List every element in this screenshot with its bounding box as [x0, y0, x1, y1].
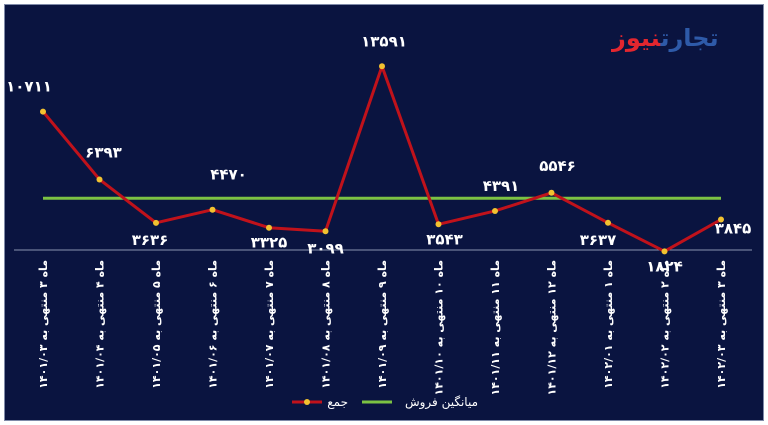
legend-label-average: میانگین فروش	[405, 395, 478, 410]
total-line	[41, 64, 722, 253]
logo-part-2: نیوز	[612, 24, 661, 52]
data-point-8	[435, 221, 442, 228]
total-series	[40, 63, 724, 255]
x-tick-label-11: ماه ۱ منتهی به ۱۴۰۲/۰۱	[602, 260, 615, 389]
data-label-7: ۱۳۵۹۱	[361, 32, 407, 50]
data-point-6	[322, 228, 329, 235]
data-point-13	[718, 216, 724, 223]
x-tick-label-13: ماه ۳ منتهی به ۱۴۰۲/۰۳	[715, 260, 728, 389]
data-point-1	[40, 108, 46, 115]
x-tick-label-6: ماه ۸ منتهی به ۱۴۰۱/۰۸	[320, 260, 333, 389]
data-label-11: ۳۶۳۷	[580, 231, 617, 249]
data-point-5	[266, 224, 272, 231]
data-point-7	[379, 63, 385, 70]
data-label-12: ۱۸۲۴	[646, 257, 683, 275]
data-label-13: ۳۸۴۵	[715, 220, 752, 238]
data-point-12	[661, 248, 668, 255]
legend-label-total: جمع	[327, 395, 348, 409]
data-label-8: ۳۵۴۳	[426, 230, 463, 248]
logo-part-1: تجارت	[660, 24, 719, 52]
data-point-10	[548, 189, 555, 196]
data-label-1: ۱۰۷۱۱	[6, 78, 52, 96]
brand-logo: تجارتنیوز	[612, 24, 719, 52]
data-labels: ۱۰۷۱۱ ۶۳۹۳ ۳۶۳۶ ۴۴۷۰ ۳۳۲۵ ۳۰۹۹ ۱۳۵۹۱ ۳۵۴۳ ۴۳۹۱ ۵۵…	[6, 32, 751, 275]
data-label-2: ۶۳۹۳	[85, 143, 122, 161]
data-label-3: ۳۶۳۶	[132, 231, 169, 249]
x-tick-label-2: ماه ۴ منتهی به ۱۴۰۱/۰۴	[94, 260, 107, 389]
data-point-11	[605, 219, 611, 226]
data-point-2	[96, 176, 103, 183]
legend-marker-total	[304, 399, 310, 405]
data-point-3	[153, 219, 159, 226]
x-tick-label-8: ماه ۱۰ منتهی به ۱۴۰۱/۱۰	[433, 260, 446, 396]
data-label-5: ۳۳۲۵	[251, 234, 288, 252]
x-tick-label-1: ماه ۳ منتهی به ۱۴۰۱/۰۳	[37, 260, 50, 389]
x-axis-ticks: ماه ۳ منتهی به ۱۴۰۱/۰۳ ماه ۴ منتهی به ۱۴۰…	[37, 260, 728, 396]
x-tick-label-9: ماه ۱۱ منتهی به ۱۴۰۱/۱۱	[489, 260, 502, 396]
x-tick-label-3: ماه ۵ منتهی به ۱۴۰۱/۰۵	[150, 260, 163, 389]
x-tick-label-10: ماه ۱۲ منتهی به ۱۴۰۱/۱۲	[546, 260, 559, 396]
x-tick-label-12: ماه ۲ منتهی به ۱۴۰۲/۰۲	[659, 260, 672, 389]
data-label-9: ۴۳۹۱	[483, 177, 520, 195]
legend: جمع میانگین فروش	[292, 395, 478, 410]
data-point-4	[209, 206, 216, 213]
data-point-9	[492, 207, 498, 214]
x-tick-label-7: ماه ۹ منتهی به ۱۴۰۱/۰۹	[376, 260, 389, 389]
data-label-6: ۳۰۹۹	[307, 239, 344, 257]
x-tick-label-4: ماه ۶ منتهی به ۱۴۰۱/۰۶	[207, 260, 220, 389]
data-label-10: ۵۵۴۶	[539, 157, 576, 175]
x-tick-label-5: ماه ۷ منتهی به ۱۴۰۱/۰۷	[263, 260, 276, 389]
data-label-4: ۴۴۷۰	[210, 166, 247, 184]
